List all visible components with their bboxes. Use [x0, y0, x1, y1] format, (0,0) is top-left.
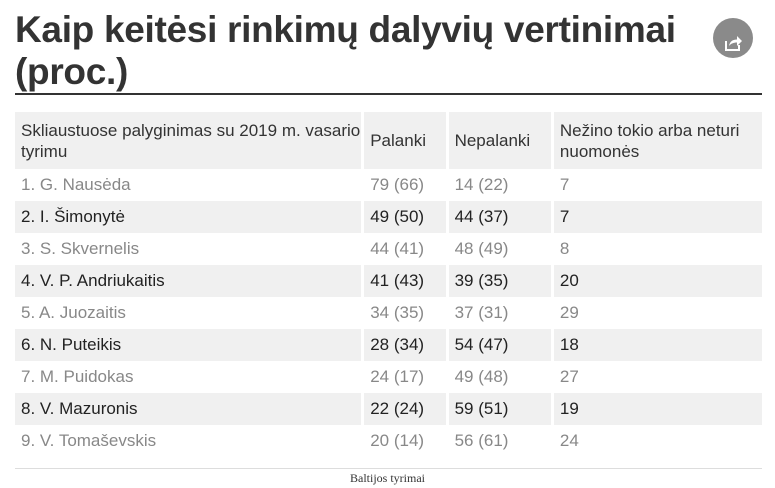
column-header-unknown: Nežino tokio arba neturi nuomonės [553, 112, 762, 169]
title-divider [15, 93, 762, 95]
favorable-value: 49 (50) [364, 201, 449, 233]
unknown-value: 27 [553, 361, 762, 393]
table-row: 7. M. Puidokas 24 (17) 49 (48) 27 [15, 361, 762, 393]
table-row: 4. V. P. Andriukaitis 41 (43) 39 (35) 20 [15, 265, 762, 297]
favorable-value: 41 (43) [364, 265, 449, 297]
table-row: 6. N. Puteikis 28 (34) 54 (47) 18 [15, 329, 762, 361]
unfavorable-value: 56 (61) [448, 425, 554, 457]
unknown-value: 8 [553, 233, 762, 265]
unknown-value: 29 [553, 297, 762, 329]
favorable-value: 24 (17) [364, 361, 449, 393]
unfavorable-value: 39 (35) [448, 265, 554, 297]
table-row: 1. G. Nausėda 79 (66) 14 (22) 7 [15, 169, 762, 201]
unknown-value: 19 [553, 393, 762, 425]
candidate-name: 6. N. Puteikis [15, 329, 365, 361]
ratings-table: Skliaustuose palyginimas su 2019 m. vasa… [15, 112, 762, 457]
unfavorable-value: 14 (22) [448, 169, 554, 201]
table-row: 9. V. Tomaševskis 20 (14) 56 (61) 24 [15, 425, 762, 457]
source-credit: Baltijos tyrimai [350, 471, 425, 485]
candidate-name: 7. M. Puidokas [15, 361, 365, 393]
footer-divider [15, 468, 762, 469]
table-row: 3. S. Skvernelis 44 (41) 48 (49) 8 [15, 233, 762, 265]
candidate-name: 2. I. Šimonytė [15, 201, 365, 233]
unfavorable-value: 37 (31) [448, 297, 554, 329]
unfavorable-value: 49 (48) [448, 361, 554, 393]
unknown-value: 20 [553, 265, 762, 297]
column-header-unfavorable: Nepalanki [448, 112, 554, 169]
candidate-name: 1. G. Nausėda [15, 169, 365, 201]
table-row: 8. V. Mazuronis 22 (24) 59 (51) 19 [15, 393, 762, 425]
column-header-favorable: Palanki [364, 112, 449, 169]
favorable-value: 28 (34) [364, 329, 449, 361]
candidate-name: 4. V. P. Andriukaitis [15, 265, 365, 297]
favorable-value: 22 (24) [364, 393, 449, 425]
candidate-name: 9. V. Tomaševskis [15, 425, 365, 457]
favorable-value: 44 (41) [364, 233, 449, 265]
favorable-value: 34 (35) [364, 297, 449, 329]
candidate-name: 5. A. Juozaitis [15, 297, 365, 329]
share-button[interactable] [713, 18, 753, 58]
candidate-name: 8. V. Mazuronis [15, 393, 365, 425]
column-header-candidate: Skliaustuose palyginimas su 2019 m. vasa… [15, 112, 365, 169]
unknown-value: 7 [553, 201, 762, 233]
share-icon [725, 36, 742, 51]
unfavorable-value: 54 (47) [448, 329, 554, 361]
unknown-value: 18 [553, 329, 762, 361]
table-row: 5. A. Juozaitis 34 (35) 37 (31) 29 [15, 297, 762, 329]
unfavorable-value: 44 (37) [448, 201, 554, 233]
candidate-name: 3. S. Skvernelis [15, 233, 365, 265]
favorable-value: 79 (66) [364, 169, 449, 201]
table-row: 2. I. Šimonytė 49 (50) 44 (37) 7 [15, 201, 762, 233]
unfavorable-value: 48 (49) [448, 233, 554, 265]
graphic-container: Kaip keitėsi rinkimų dalyvių vertinimai … [15, 0, 762, 485]
unknown-value: 7 [553, 169, 762, 201]
unknown-value: 24 [553, 425, 762, 457]
table-header-row: Skliaustuose palyginimas su 2019 m. vasa… [15, 112, 762, 169]
unfavorable-value: 59 (51) [448, 393, 554, 425]
favorable-value: 20 (14) [364, 425, 449, 457]
page-title: Kaip keitėsi rinkimų dalyvių vertinimai … [15, 9, 676, 92]
